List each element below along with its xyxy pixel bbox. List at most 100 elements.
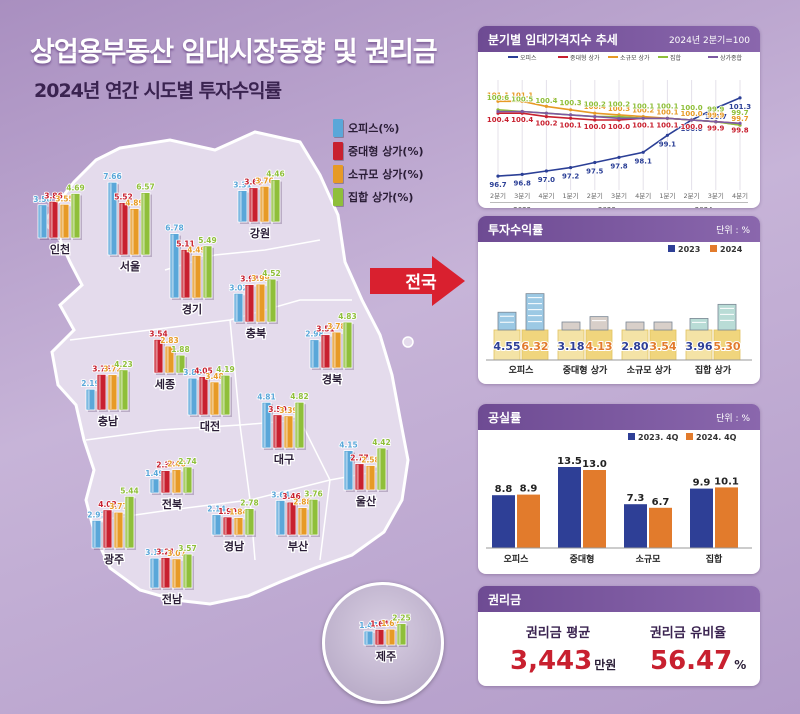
bar-highlight bbox=[109, 183, 112, 254]
bar-highlight bbox=[184, 467, 187, 492]
point-value-label: 100.2 bbox=[535, 120, 557, 128]
point-value-label: 100.3 bbox=[608, 105, 630, 113]
bar-small bbox=[297, 507, 308, 536]
year-axis bbox=[490, 202, 748, 203]
series-point bbox=[738, 96, 742, 100]
region-cluster-15: 3.143.213.073.57 전남 bbox=[144, 543, 197, 607]
bar-value-label: 3.07 bbox=[167, 549, 186, 558]
point-value-label: 100.6 bbox=[560, 100, 582, 108]
x-tick-label: 2분기 bbox=[684, 191, 700, 200]
point-value-label: 96.8 bbox=[514, 179, 531, 187]
region-cluster-9: 4.81 3.503.39 4.82 대구 bbox=[256, 391, 309, 467]
building bbox=[689, 318, 709, 331]
bar-value-label: 3.75 bbox=[92, 364, 111, 373]
series-point bbox=[569, 108, 573, 112]
point-value-label: 97.5 bbox=[586, 168, 603, 176]
point-value-label: 100.1 bbox=[656, 102, 678, 110]
key-money-rate-number: 56.47 bbox=[650, 646, 733, 676]
point-value-label: 99.9 bbox=[707, 125, 724, 133]
bar-value-label: 7.66 bbox=[103, 172, 122, 181]
point-value-label: 100.2 bbox=[632, 107, 654, 115]
bar-value-label: 1.49 bbox=[145, 469, 164, 478]
bar-value-label: 5.52 bbox=[114, 193, 133, 202]
bar-2023 bbox=[558, 467, 581, 548]
bar-value-label: 2.83 bbox=[160, 336, 179, 345]
bar-value-label: 13.5 bbox=[557, 456, 582, 467]
bar-value-label: 3.72 bbox=[103, 365, 122, 374]
point-value-label: 100.7 bbox=[705, 113, 727, 121]
region-cluster-11: 4.15 2.772.58 4.42 울산 bbox=[338, 437, 391, 509]
bar-complex bbox=[266, 278, 277, 323]
bar-value-label: 3.86 bbox=[44, 191, 63, 200]
point-value-label: 100.0 bbox=[584, 123, 606, 131]
key-money-rate-value: 56.47% bbox=[650, 646, 746, 676]
region-label: 인천 bbox=[50, 242, 70, 256]
bar-medium bbox=[180, 249, 191, 299]
point-value-label: 98.1 bbox=[635, 157, 652, 165]
bar-highlight bbox=[367, 466, 370, 489]
bar-value-label: 4.42 bbox=[372, 438, 391, 447]
bar-highlight bbox=[182, 250, 185, 297]
bar-value-label: 2.98 bbox=[305, 330, 324, 339]
bar-value-label: 5.49 bbox=[198, 236, 217, 245]
point-value-label: 100.6 bbox=[487, 94, 509, 102]
bar-highlight bbox=[261, 187, 264, 221]
bar-value-label: 4.13 bbox=[585, 340, 612, 353]
series-point bbox=[520, 172, 524, 176]
bar-highlight bbox=[257, 285, 260, 321]
legend-label: 2023 bbox=[678, 245, 700, 254]
bar-highlight bbox=[224, 517, 227, 534]
sub-title: 2024년 연간 시도별 투자수익률 bbox=[34, 80, 282, 102]
bar-office bbox=[107, 181, 118, 256]
point-value-label: 99.7 bbox=[731, 115, 748, 123]
bar-value-label: 4.02 bbox=[98, 500, 117, 509]
bar-office bbox=[261, 401, 272, 449]
bar-office bbox=[85, 388, 96, 411]
rent-index-chart: 오피스 중대형 상가 소규모 상가 집합 상가종합 96.7 96.8 97.0 97.2 97.… bbox=[486, 54, 752, 208]
key-money-avg-unit: 만원 bbox=[594, 658, 617, 672]
bar-value-label: 3.88 bbox=[183, 368, 202, 377]
category-label: 중대형 bbox=[570, 553, 595, 565]
bar-value-label: 10.1 bbox=[714, 476, 739, 487]
bar-value-label: 4.81 bbox=[257, 392, 276, 401]
legend-swatch bbox=[333, 164, 343, 183]
region-cluster-10: 1.492.362.462.74 전북 bbox=[144, 456, 197, 512]
series-point bbox=[569, 166, 573, 170]
bar-value-label: 4.49 bbox=[187, 245, 206, 254]
bar-small bbox=[259, 185, 270, 223]
bar-medium bbox=[244, 284, 255, 323]
point-value-label: 96.7 bbox=[489, 181, 506, 189]
bar-office bbox=[237, 190, 248, 223]
bar-highlight bbox=[39, 205, 42, 237]
bar-small bbox=[113, 511, 124, 549]
bar-medium bbox=[160, 470, 171, 494]
point-value-label: 100.5 bbox=[511, 96, 533, 104]
panel-title: 분기별 임대가격지수 추세 bbox=[488, 32, 618, 47]
point-value-label: 100.0 bbox=[681, 123, 703, 131]
region-cluster-14: 3.643.462.883.76 부산 bbox=[270, 488, 323, 554]
x-tick-label: 1분기 bbox=[563, 191, 579, 200]
bar-highlight bbox=[211, 382, 214, 414]
x-tick-label: 4분기 bbox=[732, 191, 748, 200]
bar-highlight bbox=[151, 559, 154, 587]
bar-small bbox=[164, 345, 175, 374]
bar-value-label: 3.18 bbox=[557, 340, 584, 353]
x-tick-label: 3분기 bbox=[611, 191, 627, 200]
point-value-label: 100.1 bbox=[656, 108, 678, 116]
legend-item-medium: 중대형 상가(%) bbox=[333, 139, 424, 162]
legend-label: 2024. 4Q bbox=[696, 433, 737, 442]
bar-highlight bbox=[204, 246, 207, 297]
bar-office bbox=[187, 377, 198, 416]
bar-highlight bbox=[166, 347, 169, 372]
bar-value-label: 1.64 bbox=[370, 619, 389, 628]
key-money-panel: 권리금 권리금 평균 3,443 만원 권리금 유비율 56.47% bbox=[478, 586, 760, 686]
arrow-right-icon bbox=[370, 256, 465, 306]
bar-medium bbox=[272, 414, 283, 449]
point-value-label: 100.2 bbox=[584, 101, 606, 109]
region-cluster-2: 6.78 5.114.495.49 경기 bbox=[164, 223, 217, 317]
region-label: 경남 bbox=[224, 539, 244, 553]
panel-header: 투자수익률 단위 : % bbox=[478, 216, 760, 242]
bar-small bbox=[233, 517, 244, 536]
series-point bbox=[544, 111, 548, 115]
bar-highlight bbox=[120, 370, 123, 409]
